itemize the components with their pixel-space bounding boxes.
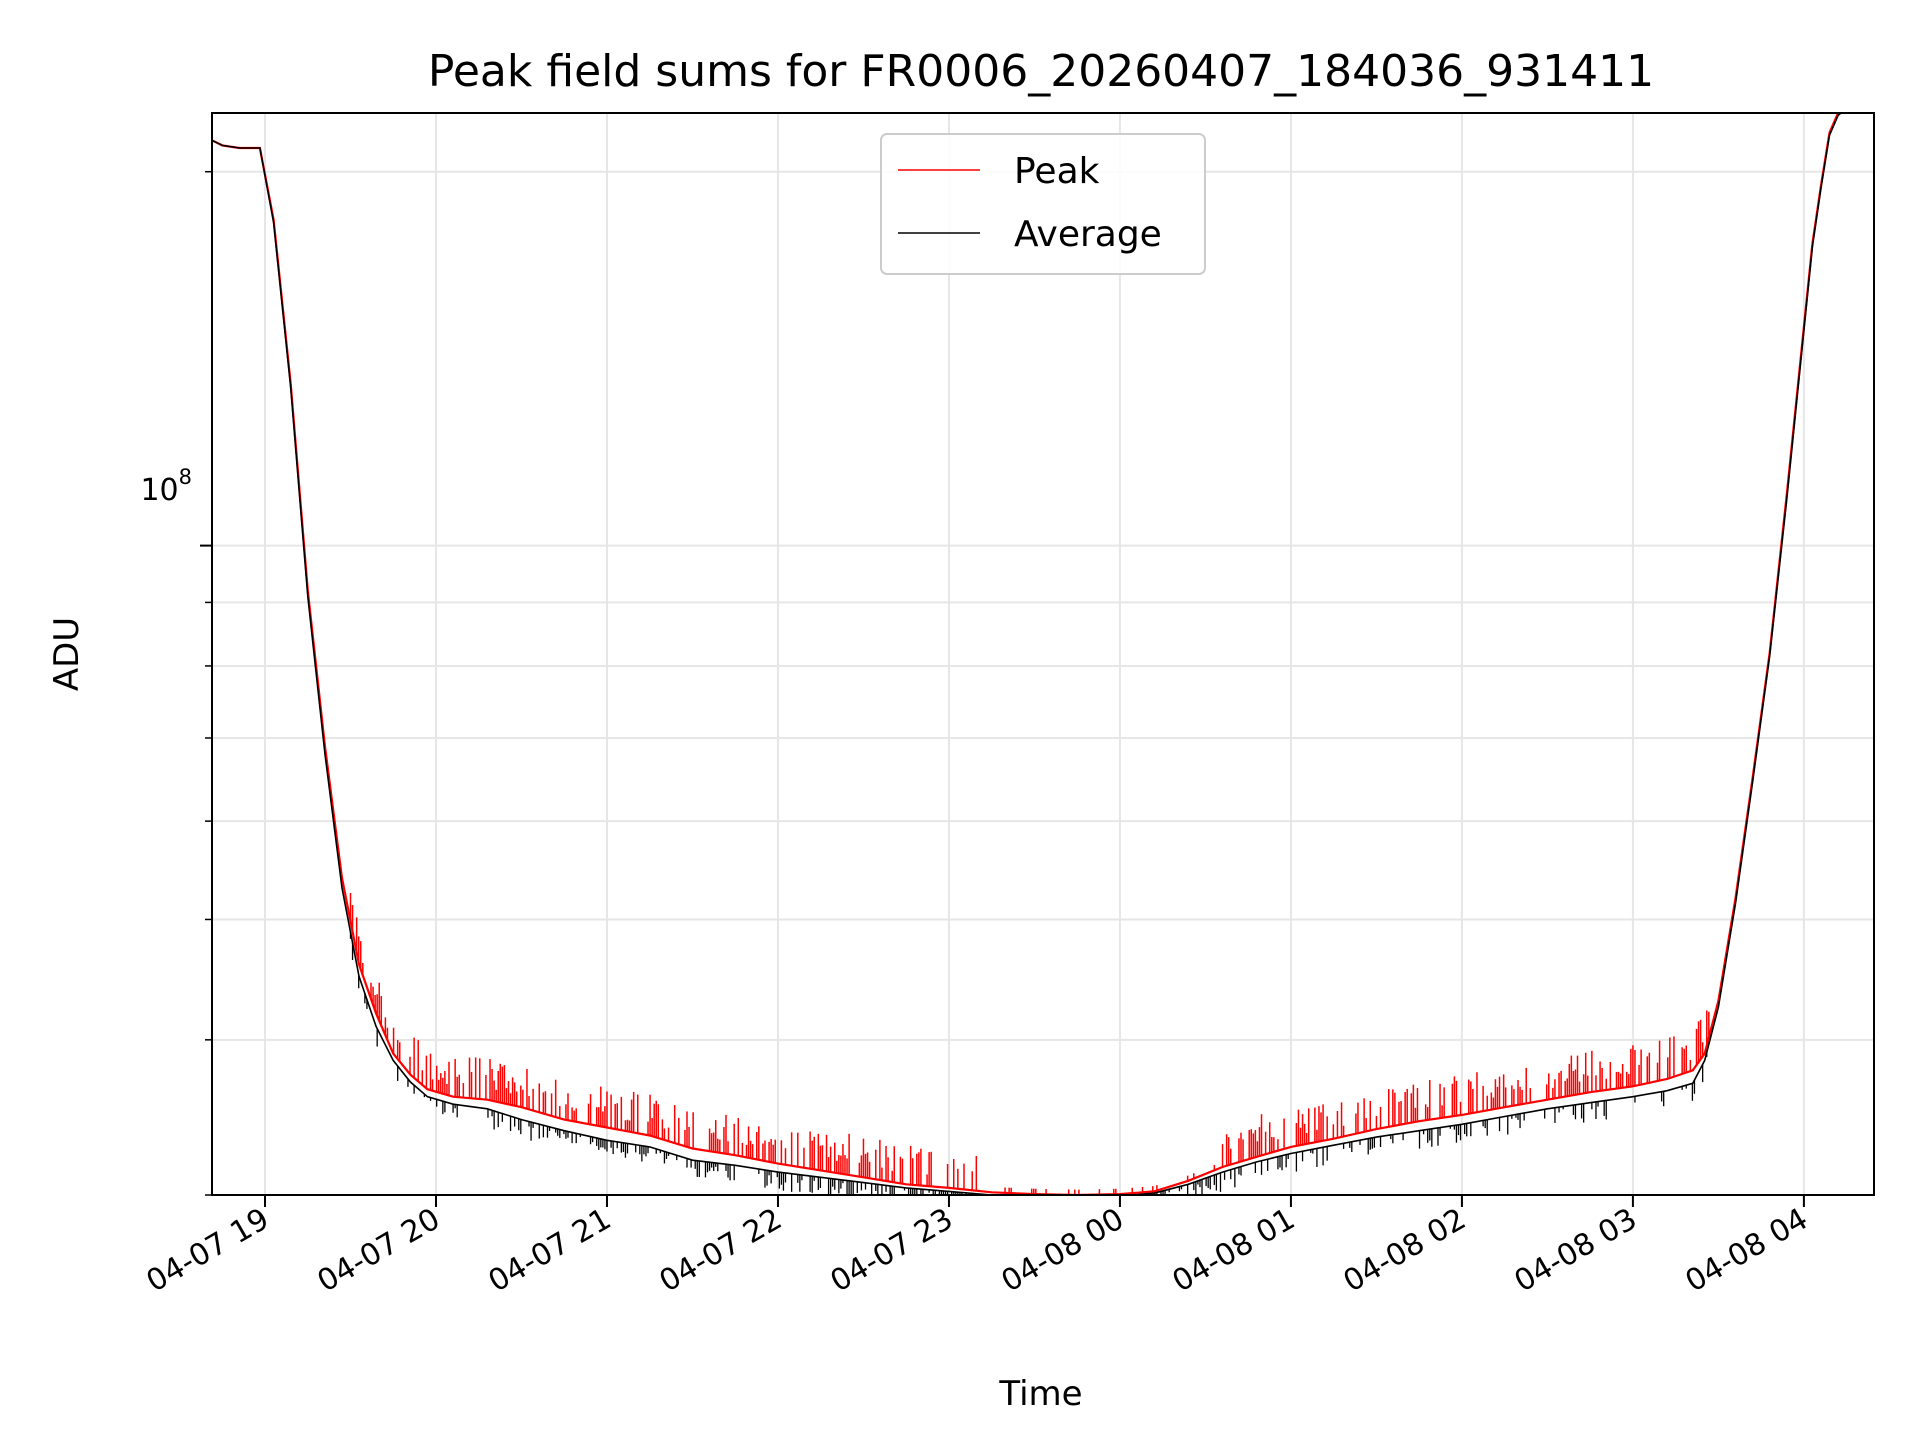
legend-average-label: Average [1014, 214, 1162, 255]
series-line-average [212, 113, 1843, 1195]
legend-box [880, 133, 1206, 275]
legend-peak-label: Peak [1014, 151, 1100, 192]
x-axis-label: Time [998, 1374, 1082, 1414]
y-axis-ticks [200, 170, 212, 1196]
chart-title: Peak field sums for FR0006_20260407_1840… [428, 46, 1654, 97]
y-major-tick-label: 108 [140, 465, 192, 508]
plot-frame [211, 112, 1875, 1196]
y-axis-label: ADU [47, 617, 87, 691]
legend: Peak Average [880, 133, 1206, 275]
spike-noise [349, 893, 1710, 1195]
